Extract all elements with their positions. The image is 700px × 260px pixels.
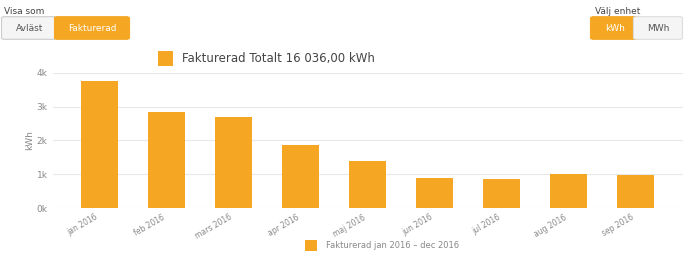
Text: Välj enhet: Välj enhet [595,7,640,16]
Text: Fakturerad jan 2016 – dec 2016: Fakturerad jan 2016 – dec 2016 [326,241,458,250]
Bar [617,175,654,208]
Bar [215,117,252,208]
Text: Avläst: Avläst [16,23,43,32]
Text: MWh: MWh [647,23,669,32]
Y-axis label: kWh: kWh [25,131,34,150]
Bar [483,179,520,208]
Text: kWh: kWh [605,23,625,32]
Text: Fakturerad: Fakturerad [68,23,116,32]
Bar [349,161,386,208]
Bar [282,146,319,208]
Bar [416,178,453,208]
Bar [148,112,185,208]
Text: Fakturerad Totalt 16 036,00 kWh: Fakturerad Totalt 16 036,00 kWh [182,52,375,65]
Text: Visa som: Visa som [4,7,44,16]
Bar [550,174,587,208]
Bar [81,81,118,208]
